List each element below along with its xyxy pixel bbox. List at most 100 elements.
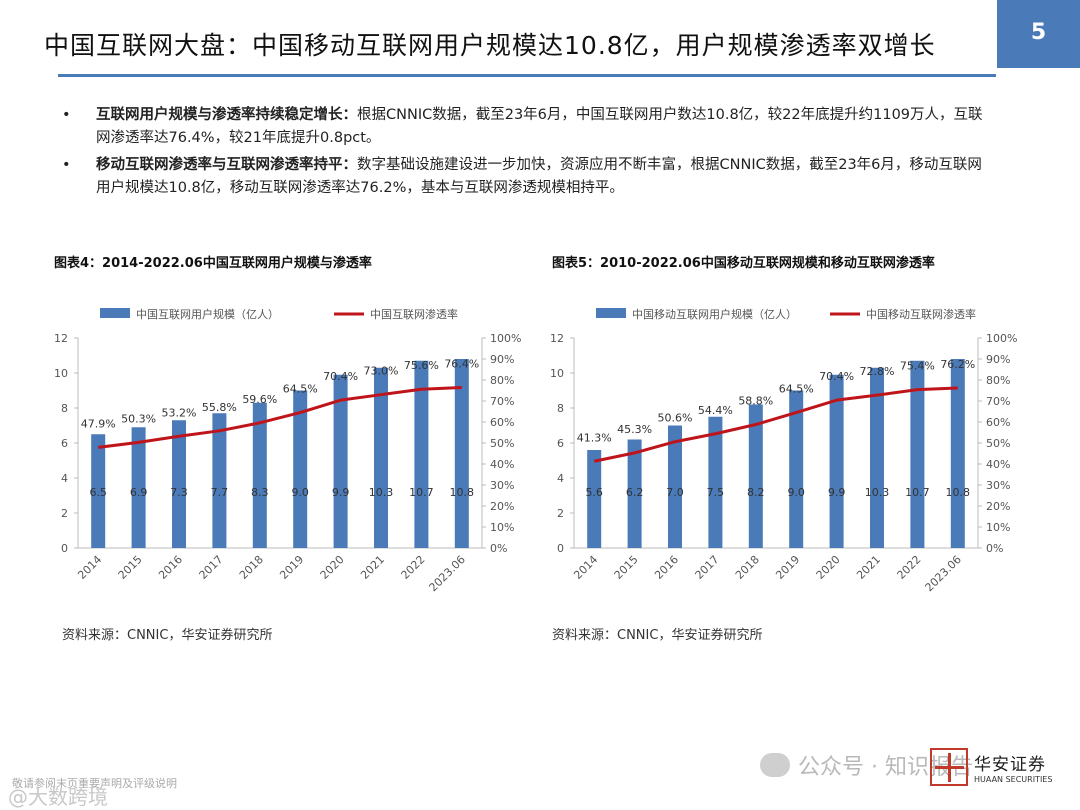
y-left-tick-label: 8 (61, 402, 68, 415)
bar-value-label: 6.9 (130, 486, 148, 499)
line-value-label: 59.6% (242, 393, 277, 406)
legend-bar-label: 中国互联网用户规模（亿人） (136, 307, 279, 321)
bar (870, 367, 884, 548)
y-left-tick-label: 4 (557, 472, 564, 485)
y-right-tick-label: 10% (986, 521, 1010, 534)
chart-4-title: 图表4：2014-2022.06中国互联网用户规模与渗透率 (54, 256, 372, 271)
x-tick-label: 2017 (693, 553, 722, 582)
line-value-label: 54.4% (698, 404, 733, 417)
bar (748, 404, 763, 548)
x-tick-label: 2023.06 (923, 553, 964, 594)
bar-value-label: 10.3 (369, 486, 394, 499)
x-tick-label: 2020 (318, 553, 347, 582)
bar (587, 450, 602, 548)
bar (668, 425, 682, 548)
bar-value-label: 6.2 (626, 486, 644, 499)
y-left-tick-label: 2 (557, 507, 564, 520)
legend-bar-swatch (596, 308, 626, 318)
bar-value-label: 10.8 (946, 486, 971, 499)
bar (829, 374, 844, 548)
y-left-tick-label: 6 (61, 437, 68, 450)
bar-value-label: 10.8 (450, 486, 475, 499)
line-value-label: 76.4% (444, 358, 479, 371)
page-number: 5 (997, 0, 1080, 68)
y-left-tick-label: 10 (550, 367, 564, 380)
x-tick-label: 2014 (571, 553, 600, 582)
y-right-tick-label: 20% (986, 500, 1010, 513)
y-right-tick-label: 50% (986, 437, 1010, 450)
y-right-tick-label: 70% (986, 395, 1010, 408)
bar-value-label: 10.7 (905, 486, 930, 499)
x-tick-label: 2022 (895, 553, 924, 582)
chart-5-source: 资料来源：CNNIC，华安证券研究所 (552, 628, 763, 643)
x-tick-label: 2018 (733, 553, 762, 582)
legend-line-label: 中国移动互联网渗透率 (866, 307, 976, 321)
y-right-tick-label: 60% (986, 416, 1010, 429)
line-value-label: 41.3% (577, 431, 612, 444)
x-tick-label: 2022 (399, 553, 428, 582)
x-tick-label: 2020 (814, 553, 843, 582)
y-right-tick-label: 80% (986, 374, 1010, 387)
y-left-tick-label: 12 (54, 332, 68, 345)
line-value-label: 64.5% (283, 383, 318, 396)
bar-value-label: 8.2 (747, 486, 765, 499)
x-tick-label: 2014 (75, 553, 104, 582)
bar (172, 420, 186, 548)
line-value-label: 70.4% (819, 370, 854, 383)
bar-value-label: 9.0 (291, 486, 309, 499)
y-right-tick-label: 90% (986, 353, 1010, 366)
company-logo: 华安证券 HUAAN SECURITIES (930, 748, 1052, 786)
line-value-label: 47.9% (81, 417, 116, 430)
line-value-label: 55.8% (202, 401, 237, 414)
y-left-tick-label: 4 (61, 472, 68, 485)
title-divider (58, 74, 996, 77)
y-right-tick-label: 30% (490, 479, 514, 492)
y-right-tick-label: 50% (490, 437, 514, 450)
y-left-tick-label: 12 (550, 332, 564, 345)
bar (789, 390, 804, 548)
bar-value-label: 7.0 (666, 486, 684, 499)
y-right-tick-label: 70% (490, 395, 514, 408)
penetration-line (593, 386, 958, 463)
x-tick-label: 2016 (652, 553, 681, 582)
legend-bar-label: 中国移动互联网用户规模（亿人） (632, 307, 797, 321)
chart-4-source: 资料来源：CNNIC，华安证券研究所 (62, 628, 273, 643)
y-left-tick-label: 0 (61, 542, 68, 555)
y-right-tick-label: 60% (490, 416, 514, 429)
watermark-left: @大数跨境 (8, 785, 108, 809)
bar (454, 359, 469, 548)
chart-5-title: 图表5：2010-2022.06中国移动互联网规模和移动互联网渗透率 (552, 256, 935, 271)
line-value-label: 76.2% (940, 358, 975, 371)
y-right-tick-label: 90% (490, 353, 514, 366)
y-left-tick-label: 0 (557, 542, 564, 555)
y-right-tick-label: 0% (490, 542, 507, 555)
bar (374, 367, 388, 548)
y-left-tick-label: 8 (557, 402, 564, 415)
bullet-heading: 互联网用户规模与渗透率持续稳定增长： (96, 107, 357, 123)
logo-name-cn: 华安证券 (974, 755, 1046, 775)
bar (910, 360, 925, 548)
y-right-tick-label: 20% (490, 500, 514, 513)
bar-value-label: 9.9 (828, 486, 846, 499)
logo-mark-icon (930, 748, 968, 786)
line-value-label: 75.6% (404, 359, 439, 372)
bar-value-label: 7.7 (211, 486, 229, 499)
y-right-tick-label: 80% (490, 374, 514, 387)
bullet-text: 数字基础设施建设进一步加快，资源应用不断丰富，根据CNNIC数据，截至23年6月… (96, 157, 982, 196)
y-left-tick-label: 6 (557, 437, 564, 450)
logo-name-en: HUAAN SECURITIES (974, 775, 1053, 784)
y-right-tick-label: 100% (986, 332, 1017, 345)
bar (293, 390, 308, 548)
line-value-label: 58.8% (738, 395, 773, 408)
bullet-item: • 互联网用户规模与渗透率持续稳定增长：根据CNNIC数据，截至23年6月，中国… (62, 104, 992, 150)
legend-line-label: 中国互联网渗透率 (370, 307, 458, 321)
bar-value-label: 7.3 (170, 486, 188, 499)
disclaimer-text: 敬请参阅末页重要声明及评级说明 (12, 777, 177, 790)
y-right-tick-label: 30% (986, 479, 1010, 492)
line-value-label: 75.4% (900, 360, 935, 373)
x-tick-label: 2019 (277, 553, 306, 582)
bar-value-label: 10.3 (865, 486, 890, 499)
wechat-icon (760, 753, 790, 777)
y-left-tick-label: 10 (54, 367, 68, 380)
bar (91, 434, 106, 548)
